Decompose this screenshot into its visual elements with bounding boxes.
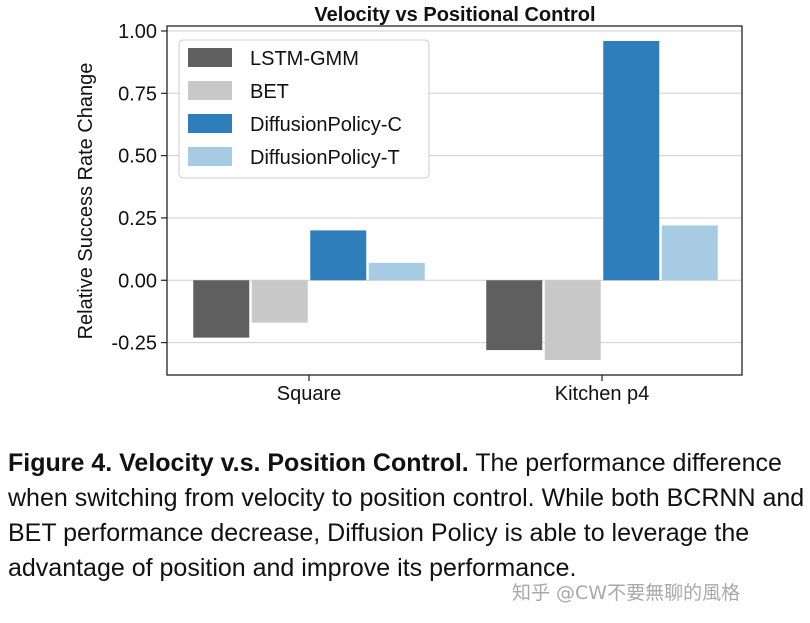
y-ticks: 1.00 0.75 0.50 0.25 0.00 -0.25 — [111, 21, 167, 355]
chart-title: Velocity vs Positional Control — [314, 4, 595, 26]
y-tick-label: 0.75 — [118, 83, 157, 105]
legend-frame — [178, 39, 430, 179]
bar — [193, 280, 250, 338]
y-tick-label: 0.25 — [118, 208, 157, 230]
plot-frame — [166, 25, 743, 376]
bar — [486, 280, 543, 351]
legend-label: DiffusionPolicy-T — [250, 147, 400, 169]
y-axis-label: Relative Success Rate Change — [75, 63, 97, 340]
bar — [251, 280, 308, 323]
caption-text: The performance difference when switchin… — [8, 449, 805, 582]
caption-bold: Figure 4. Velocity v.s. Position Control… — [8, 449, 469, 477]
legend-swatch — [188, 147, 232, 166]
legend-label: DiffusionPolicy-C — [250, 114, 402, 136]
legend-swatch — [188, 48, 232, 67]
y-tick-label: 0.50 — [118, 146, 157, 168]
x-ticks: Square Kitchen p4 — [277, 375, 650, 405]
watermark: 知乎 @CW不要無聊的風格 — [512, 582, 741, 604]
bars — [193, 40, 718, 361]
legend-items: LSTM-GMM BET DiffusionPolicy-C DiffusionPol… — [188, 48, 402, 169]
bar — [544, 280, 601, 361]
legend-swatch — [188, 114, 232, 133]
legend: LSTM-GMM BET DiffusionPolicy-C DiffusionPol… — [178, 39, 430, 179]
legend-label: BET — [250, 81, 289, 103]
y-tick-label: -0.25 — [111, 333, 157, 355]
bar — [310, 230, 367, 281]
x-tick-label: Kitchen p4 — [555, 383, 650, 405]
legend-label: LSTM-GMM — [250, 48, 359, 70]
legend-swatch — [188, 81, 232, 100]
bar — [661, 225, 718, 281]
x-tick-label: Square — [277, 383, 342, 405]
y-tick-label: 0.00 — [118, 270, 157, 292]
figure-caption: Figure 4. Velocity v.s. Position Control… — [8, 446, 808, 586]
bar — [368, 262, 425, 281]
bar-chart: Velocity vs Positional Control Relative … — [75, 4, 743, 405]
y-tick-label: 1.00 — [118, 21, 157, 43]
bar — [603, 40, 660, 281]
